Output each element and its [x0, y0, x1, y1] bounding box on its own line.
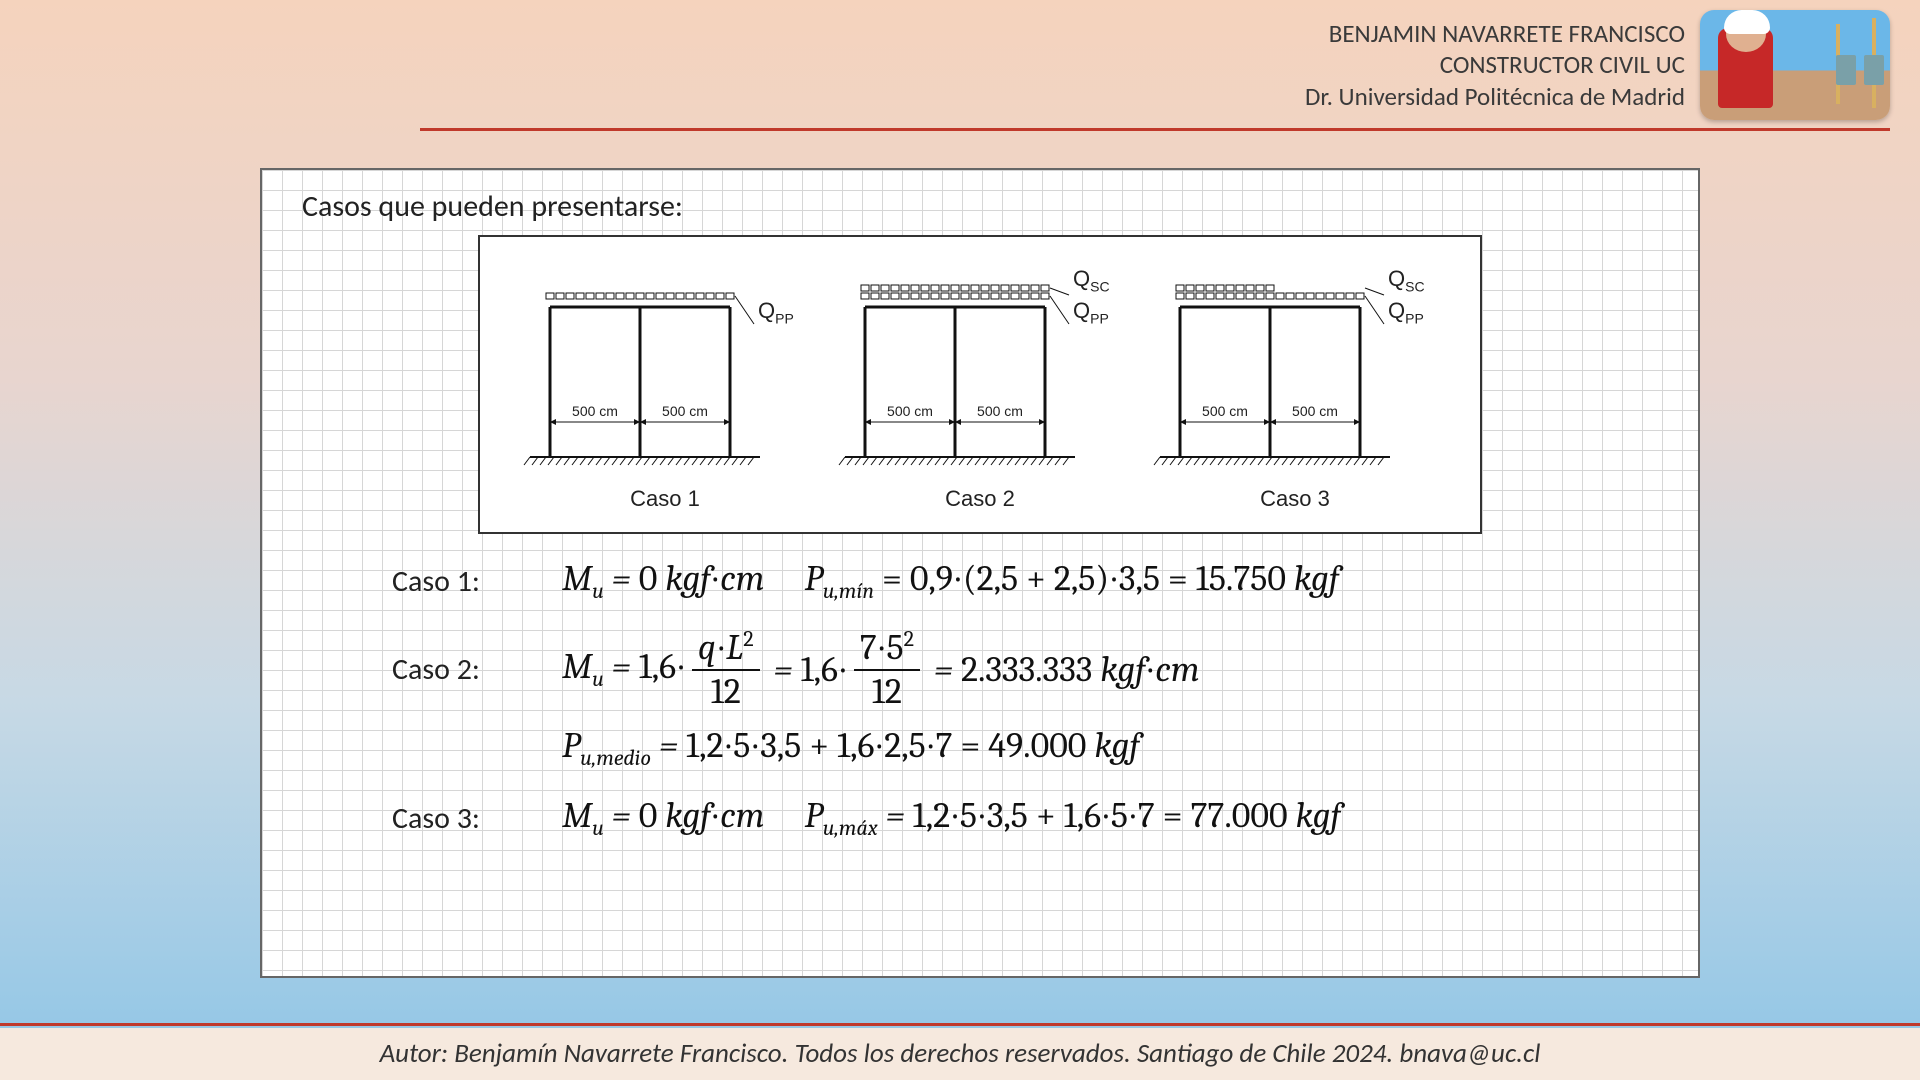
caso2-mu: Mu = 1,6· q·L2 12 = 1,6· 7·52 12 = 2.333…: [562, 628, 1200, 711]
case-diagram-1: 500 cm 500 cm QPPCaso 1: [510, 252, 820, 512]
caso1-label: Caso 1:: [392, 563, 562, 600]
case-diagram-3: 500 cm 500 cm QPPQSCCaso 3: [1140, 252, 1450, 512]
svg-text:500 cm: 500 cm: [977, 403, 1023, 419]
svg-text:500 cm: 500 cm: [887, 403, 933, 419]
footer: Autor: Benjamín Navarrete Francisco. Tod…: [0, 1028, 1920, 1080]
header-text-block: BENJAMIN NAVARRETE FRANCISCO CONSTRUCTOR…: [1305, 18, 1685, 112]
diagram-box: 500 cm 500 cm QPPCaso 1 500 cm 500 cm QP…: [478, 235, 1482, 534]
svg-text:500 cm: 500 cm: [1202, 403, 1248, 419]
top-divider: [420, 128, 1890, 131]
author-photo: [1700, 10, 1890, 120]
header-line-3: Dr. Universidad Politécnica de Madrid: [1305, 81, 1685, 112]
panel-title: Casos que pueden presentarse:: [302, 188, 1658, 225]
caso1-math: Mu = 0 kgf·cm Pu,mín = 0,9·(2,5 + 2,5)·3…: [562, 558, 1339, 604]
caso3-math: Mu = 0 kgf·cm Pu,máx = 1,2·5·3,5 + 1,6·5…: [562, 795, 1341, 841]
caso2-label: Caso 2:: [392, 651, 562, 688]
bottom-divider: [0, 1023, 1920, 1026]
svg-text:500 cm: 500 cm: [662, 403, 708, 419]
caso2-p: Pu,medio = 1,2·5·3,5 + 1,6·2,5·7 = 49.00…: [562, 725, 1139, 771]
svg-text:500 cm: 500 cm: [1292, 403, 1338, 419]
case-label-3: Caso 3: [1140, 486, 1450, 512]
eq-caso3: Caso 3: Mu = 0 kgf·cm Pu,máx = 1,2·5·3,5…: [392, 795, 1658, 841]
eq-caso2-line1: Caso 2: Mu = 1,6· q·L2 12 = 1,6· 7·52 12…: [392, 628, 1658, 711]
caso3-label: Caso 3:: [392, 800, 562, 837]
header: BENJAMIN NAVARRETE FRANCISCO CONSTRUCTOR…: [1305, 10, 1890, 120]
case-diagram-2: 500 cm 500 cm QPPQSCCaso 2: [825, 252, 1135, 512]
eq-caso2-line2: Pu,medio = 1,2·5·3,5 + 1,6·2,5·7 = 49.00…: [392, 725, 1658, 771]
eq-caso1: Caso 1: Mu = 0 kgf·cm Pu,mín = 0,9·(2,5 …: [392, 558, 1658, 604]
case-label-1: Caso 1: [510, 486, 820, 512]
content-panel: Casos que pueden presentarse: 500 cm 500…: [260, 168, 1700, 978]
header-line-1: BENJAMIN NAVARRETE FRANCISCO: [1305, 18, 1685, 49]
header-line-2: CONSTRUCTOR CIVIL UC: [1305, 49, 1685, 80]
equations-block: Caso 1: Mu = 0 kgf·cm Pu,mín = 0,9·(2,5 …: [392, 558, 1658, 841]
svg-text:500 cm: 500 cm: [572, 403, 618, 419]
case-label-2: Caso 2: [825, 486, 1135, 512]
